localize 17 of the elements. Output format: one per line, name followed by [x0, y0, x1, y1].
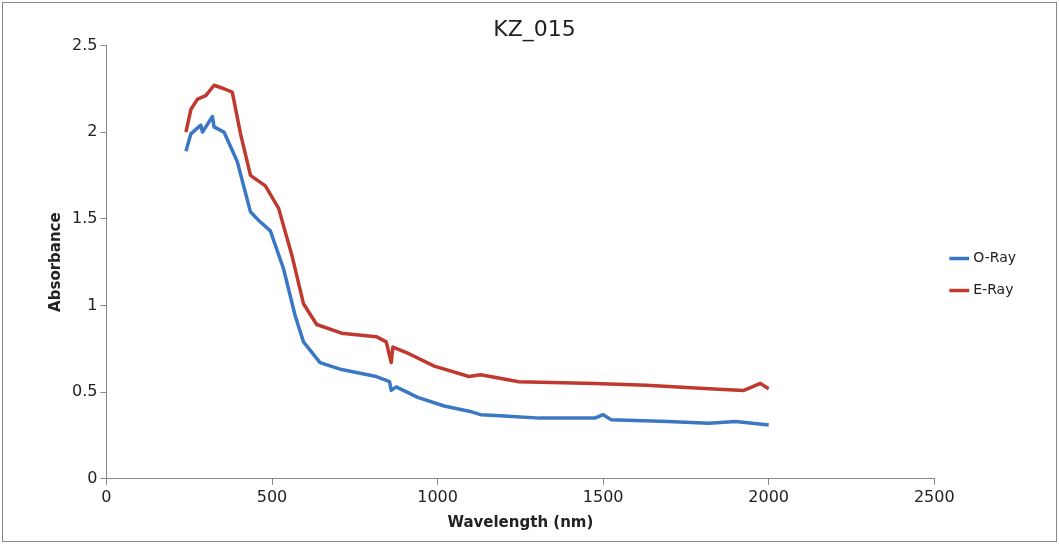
y-axis-title: Absorbance	[45, 212, 64, 312]
y-tick-label: 2	[87, 121, 98, 141]
x-tick-label: 2500	[913, 486, 955, 506]
legend-label: O-Ray	[973, 249, 1016, 266]
y-tick-label: 1.5	[71, 207, 98, 227]
y-tick-label: 0	[87, 467, 98, 487]
x-tick-label: 500	[256, 486, 288, 506]
x-tick-label: 1000	[417, 486, 458, 506]
x-tick-label: 1500	[582, 486, 624, 506]
y-tick-label: 0.5	[71, 381, 98, 401]
y-tick-label: 1	[87, 294, 98, 314]
legend-label: E-Ray	[973, 281, 1014, 298]
x-tick-label: 0	[101, 486, 112, 506]
x-tick-label: 2000	[748, 486, 790, 506]
y-tick-label: 2.5	[71, 34, 98, 54]
x-axis-title: Wavelength (nm)	[447, 512, 594, 531]
chart-title: KZ_015	[493, 15, 576, 42]
